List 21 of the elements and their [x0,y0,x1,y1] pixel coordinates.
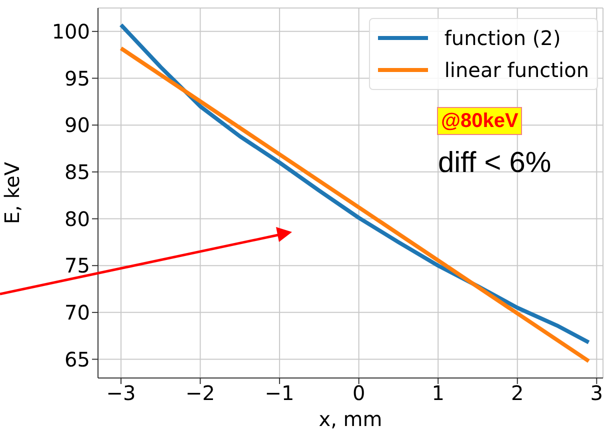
y-tick-label: 90 [64,113,90,138]
x-tick-label: −3 [106,381,136,406]
y-tick-label: 75 [64,254,90,278]
x-tick-label: 3 [590,381,604,406]
x-tick-label: −1 [264,381,294,406]
legend-label: linear function [444,58,589,82]
x-tick-label: 0 [352,381,366,406]
y-tick-label: 85 [64,160,90,184]
legend-label: function (2) [444,26,561,50]
y-axis-title: E, keV [0,162,24,224]
x-tick-label: 2 [511,381,524,406]
y-tick-label: 80 [64,206,90,231]
y-tick-label: 65 [64,347,90,372]
y-tick-label: 95 [64,66,90,90]
x-tick-label: −2 [186,381,216,406]
x-tick-label: 1 [432,381,444,406]
y-tick-label: 70 [64,300,90,325]
y-tick-label: 100 [52,20,90,44]
annotation: @80keV [437,107,522,135]
x-axis-title: x, mm [318,407,382,430]
annotation: diff < 6% [438,146,552,181]
